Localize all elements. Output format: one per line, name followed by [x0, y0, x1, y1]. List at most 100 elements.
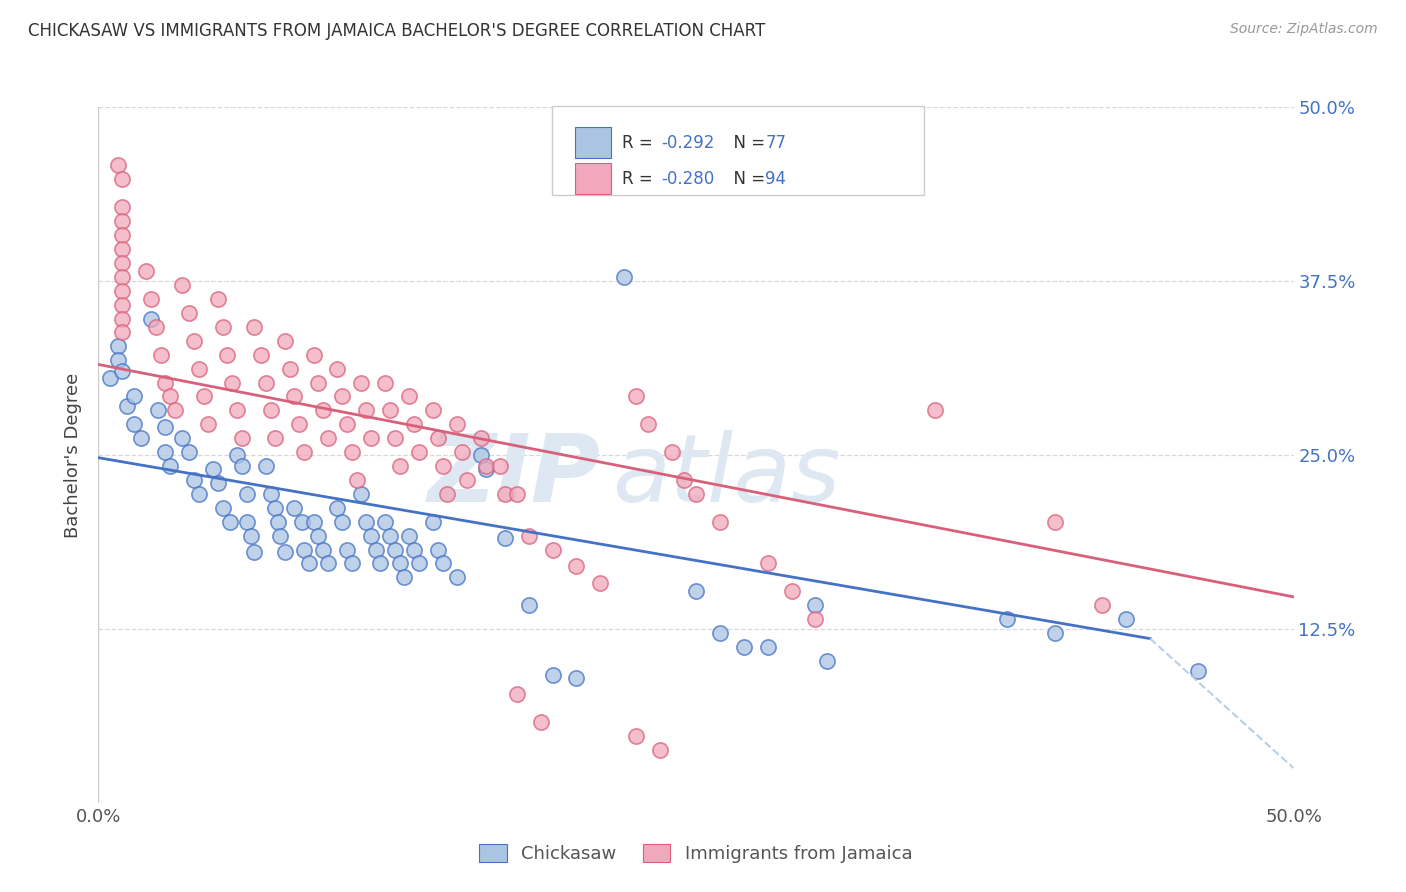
Point: [163, 403, 186, 417]
Point: [211, 500, 233, 515]
Point: [159, 389, 181, 403]
Point: [111, 242, 134, 256]
Point: [111, 228, 134, 243]
Point: [378, 403, 401, 417]
Point: [1115, 612, 1137, 626]
Point: [217, 348, 239, 362]
Point: [350, 376, 373, 390]
Point: [661, 445, 683, 459]
Point: [243, 545, 266, 559]
Point: [179, 445, 201, 459]
Point: [139, 311, 162, 326]
Text: ZIP: ZIP: [427, 430, 600, 522]
Point: [155, 445, 177, 459]
Point: [364, 542, 387, 557]
Point: [422, 515, 444, 529]
Point: [398, 528, 420, 542]
Point: [145, 319, 167, 334]
Point: [506, 487, 529, 501]
Point: [709, 626, 731, 640]
Point: [235, 515, 257, 529]
Point: [231, 458, 253, 473]
Point: [541, 667, 564, 681]
Point: [336, 542, 359, 557]
Point: [307, 528, 329, 542]
Point: [340, 557, 363, 571]
Point: [374, 515, 396, 529]
Text: R =: R =: [621, 169, 658, 187]
Point: [111, 311, 134, 326]
Point: [219, 515, 242, 529]
Point: [111, 256, 134, 270]
Point: [1187, 664, 1209, 678]
Point: [384, 542, 406, 557]
Point: [264, 431, 287, 445]
Point: [259, 403, 281, 417]
Point: [124, 389, 146, 403]
Text: 94: 94: [765, 169, 786, 187]
Point: [278, 361, 301, 376]
Point: [211, 319, 233, 334]
Point: [330, 389, 353, 403]
Point: [111, 172, 134, 186]
Point: [326, 500, 349, 515]
Point: [354, 403, 377, 417]
Point: [804, 598, 827, 612]
Point: [202, 462, 225, 476]
Point: [346, 473, 368, 487]
Text: 77: 77: [765, 134, 786, 152]
Point: [148, 403, 170, 417]
Point: [159, 458, 181, 473]
Point: [254, 458, 277, 473]
Point: [316, 557, 339, 571]
Y-axis label: Bachelor's Degree: Bachelor's Degree: [65, 372, 83, 538]
Point: [506, 687, 529, 701]
Point: [1043, 626, 1066, 640]
Point: [648, 743, 672, 757]
Point: [197, 417, 219, 432]
Point: [685, 584, 707, 599]
Point: [155, 420, 177, 434]
Point: [302, 515, 325, 529]
Point: [517, 528, 540, 542]
Point: [388, 458, 411, 473]
Point: [378, 528, 401, 542]
Point: [450, 445, 472, 459]
Point: [685, 487, 707, 501]
Point: [292, 542, 315, 557]
Point: [517, 598, 540, 612]
Point: [111, 214, 134, 228]
Point: [422, 403, 444, 417]
Point: [470, 431, 492, 445]
Point: [474, 458, 496, 473]
Point: [274, 334, 297, 348]
Point: [360, 528, 382, 542]
Point: [709, 515, 731, 529]
Point: [360, 431, 382, 445]
Point: [307, 376, 329, 390]
Point: [111, 298, 134, 312]
Point: [350, 487, 373, 501]
Point: [408, 557, 430, 571]
Point: [135, 264, 157, 278]
Point: [111, 364, 134, 378]
Point: [617, 139, 640, 153]
Point: [111, 326, 134, 340]
Point: [283, 500, 305, 515]
Point: [474, 462, 496, 476]
Point: [292, 445, 315, 459]
Text: Source: ZipAtlas.com: Source: ZipAtlas.com: [1230, 22, 1378, 37]
Point: [107, 159, 129, 173]
Point: [354, 515, 377, 529]
Point: [207, 292, 229, 306]
Point: [179, 306, 201, 320]
Point: [432, 557, 454, 571]
Point: [388, 557, 411, 571]
Point: [111, 284, 134, 298]
Point: [316, 431, 339, 445]
Point: [1043, 515, 1066, 529]
Point: [302, 348, 325, 362]
Point: [446, 570, 468, 584]
Point: [426, 542, 449, 557]
Point: [384, 431, 406, 445]
